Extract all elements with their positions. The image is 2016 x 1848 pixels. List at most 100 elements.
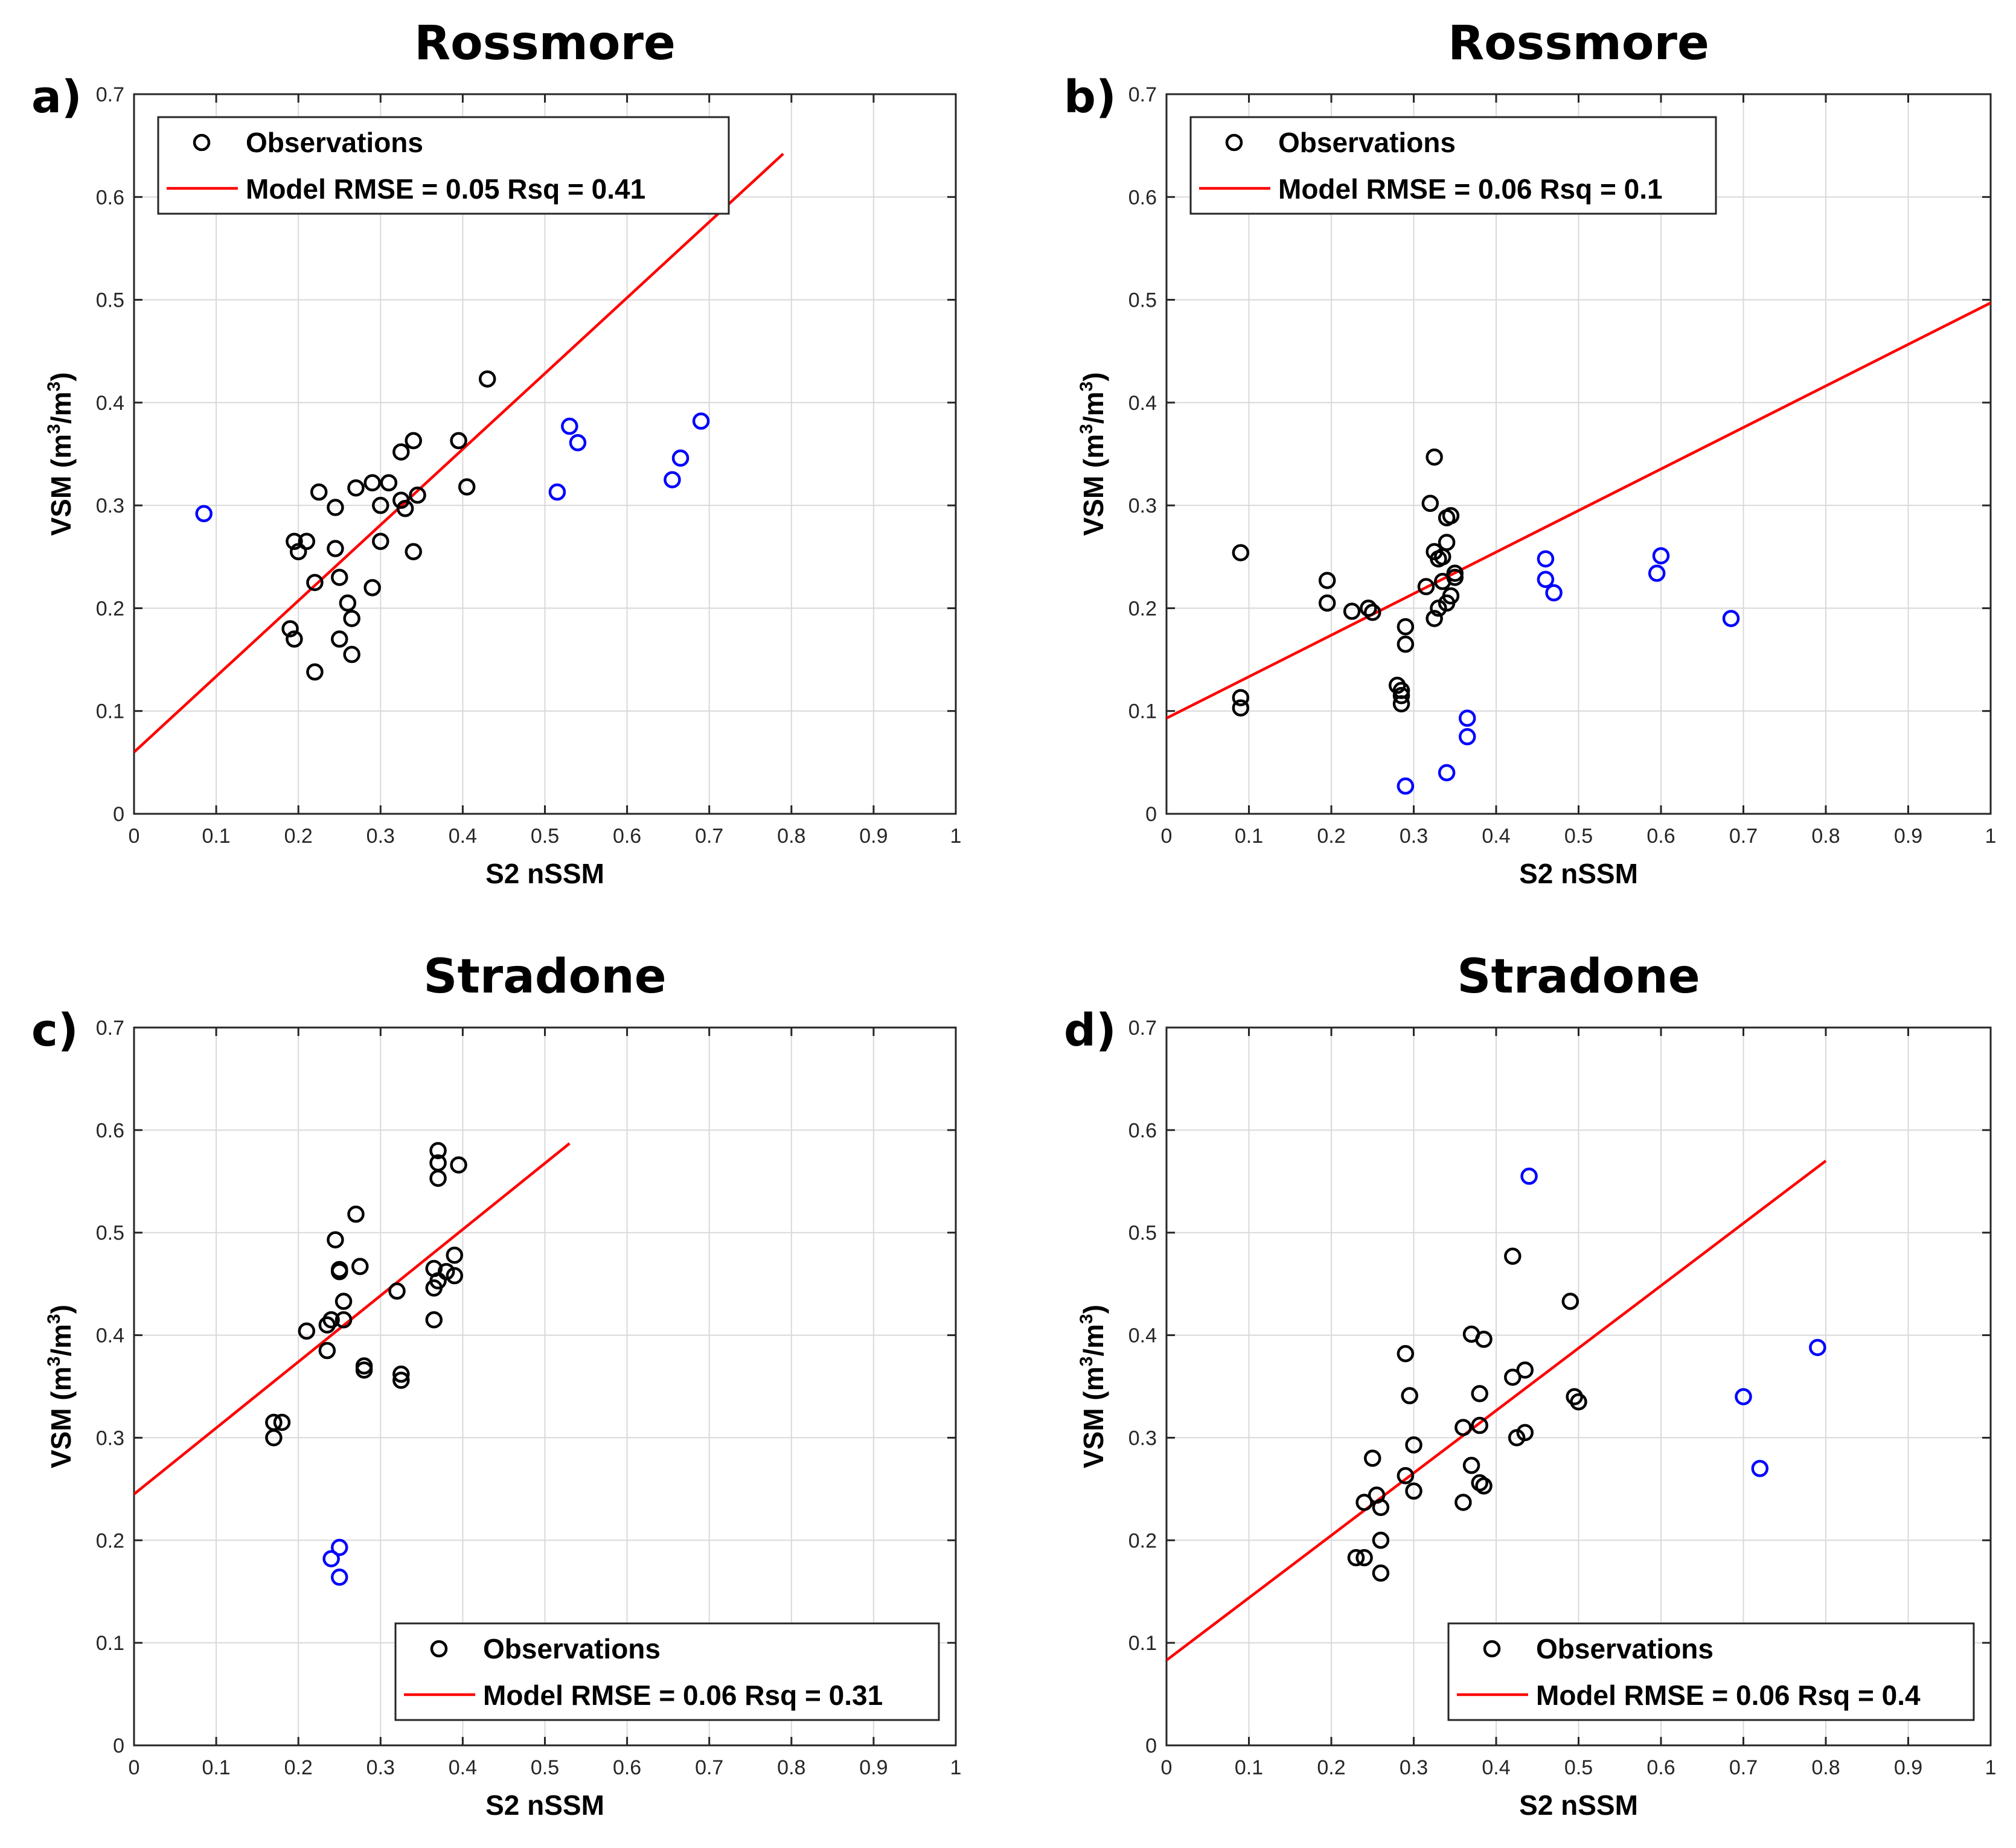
x-tick-label: 0.3 [366, 825, 395, 848]
observation-point [446, 1246, 464, 1264]
observation-point [347, 1205, 365, 1223]
outlier-point [322, 1550, 340, 1568]
panel-a: 0 0.1 0.2 0.3 0.4 0.5 0.6 0.7 0.8 0.9 1 0 0.1 0.2 0.3 0… [31, 16, 961, 889]
x-tick-label: 0 [1161, 1756, 1173, 1779]
observation-point [347, 479, 365, 497]
y-tick-label: 0 [1145, 1734, 1157, 1757]
y-axis-label-part: /m [1078, 391, 1109, 424]
observation-point [380, 474, 398, 491]
observation-point [1438, 534, 1456, 551]
y-tick-label: 0.6 [96, 186, 124, 209]
observation-point [363, 474, 381, 491]
panel-d: 0 0.1 0.2 0.3 0.4 0.5 0.6 0.7 0.8 0.9 1 0 0.1 0.2 0.3 0… [1064, 950, 1996, 1821]
panel-b: 0 0.1 0.2 0.3 0.4 0.5 0.6 0.7 0.8 0.9 1 0 0.1 0.2 0.3 0… [1064, 16, 1996, 889]
legend-observations-label: Observations [1278, 127, 1456, 158]
y-tick-label: 0.1 [96, 1632, 124, 1655]
legend-box [1189, 116, 1717, 215]
observation-point [392, 1372, 410, 1389]
outlier-point [331, 1568, 348, 1586]
ticks: 0 0.1 0.2 0.3 0.4 0.5 0.6 0.7 0.8 0.9 1 0 0.1 0.2 0.3 0… [1128, 1017, 1997, 1779]
data-layer [134, 1142, 571, 1586]
legend-box [1447, 1622, 1975, 1721]
data-layer [134, 153, 784, 753]
legend-model-label: Model RMSE = 0.06 Rsq = 0.31 [483, 1680, 883, 1711]
legend: Observations Model RMSE = 0.06 Rsq = 0.31 [394, 1622, 940, 1721]
observation-point [1405, 1482, 1422, 1500]
y-axis-label-superscript: 3 [44, 382, 64, 392]
legend-box [394, 1622, 940, 1721]
data-layer [1166, 301, 1991, 795]
outlier-point [1537, 571, 1555, 588]
x-tick-label: 0.9 [1894, 825, 1922, 848]
y-axis-label-superscript: 3 [1077, 424, 1096, 434]
y-tick-label: 0.7 [96, 83, 124, 106]
observation-point [1401, 1387, 1418, 1405]
x-tick-label: 0.1 [202, 825, 230, 848]
x-tick-label: 0.3 [1400, 825, 1428, 848]
x-tick-label: 0.3 [366, 1756, 395, 1779]
observation-point [334, 1311, 353, 1329]
y-tick-label: 0 [113, 1734, 124, 1757]
x-tick-label: 0.2 [1317, 825, 1345, 848]
legend: Observations Model RMSE = 0.06 Rsq = 0.1 [1189, 116, 1717, 215]
y-tick-label: 0.1 [96, 700, 124, 723]
observation-point [1372, 1498, 1390, 1517]
x-tick-label: 0.8 [1811, 1756, 1840, 1779]
observation-point [1347, 1549, 1365, 1567]
y-tick-label: 0.6 [1128, 186, 1157, 209]
observation-point [1355, 1549, 1373, 1567]
outlier-point [561, 417, 578, 435]
y-axis-label-part: ) [45, 1305, 77, 1314]
x-tick-label: 0.7 [1729, 825, 1758, 848]
outlier-point [1648, 564, 1666, 582]
observation-point [1454, 1494, 1472, 1511]
observation-point [372, 532, 389, 550]
outlier-point [1652, 547, 1670, 564]
x-tick-label: 0.2 [284, 1756, 313, 1779]
observation-point [355, 1361, 373, 1379]
observation-point [339, 594, 357, 612]
observation-point [1372, 1532, 1390, 1549]
legend-observation-marker [193, 133, 211, 152]
observation-point [306, 574, 324, 592]
observation-point [388, 1282, 406, 1300]
outlier-point [548, 483, 566, 501]
observation-point [450, 1156, 467, 1174]
observation-point [1454, 1419, 1472, 1436]
observation-point [1446, 564, 1464, 582]
x-tick-label: 0.1 [1235, 825, 1263, 848]
x-tick-label: 0.5 [1564, 1756, 1593, 1779]
observation-point [1504, 1247, 1522, 1265]
observation-point [1426, 448, 1443, 466]
observation-point [392, 443, 410, 461]
outlier-point [569, 434, 587, 452]
outlier-point [1722, 610, 1740, 627]
chart-title: Rossmore [414, 16, 676, 71]
x-tick-label: 0.9 [859, 1756, 888, 1779]
observation-point [1397, 1344, 1415, 1363]
x-tick-label: 0 [1161, 825, 1173, 848]
observation-point [298, 1322, 316, 1340]
y-tick-label: 0.1 [1128, 1632, 1157, 1655]
observation-point [327, 1231, 344, 1249]
observation-point [1426, 610, 1443, 627]
x-tick-label: 0.5 [531, 1756, 559, 1779]
observation-point [1360, 599, 1377, 617]
observation-point [322, 1311, 340, 1329]
observation-point [1397, 618, 1415, 636]
x-tick-label: 0.2 [284, 825, 313, 848]
x-axis-label: S2 nSSM [485, 1789, 604, 1821]
observation-point [1504, 1368, 1522, 1386]
panel-label: b) [1064, 71, 1116, 123]
observation-point [286, 532, 303, 550]
legend: Observations Model RMSE = 0.05 Rsq = 0.41 [157, 116, 730, 215]
y-tick-label: 0.5 [1128, 1222, 1157, 1245]
y-tick-label: 0.7 [1128, 83, 1157, 106]
observation-point [409, 486, 426, 504]
chart-title: Stradone [1457, 950, 1700, 1004]
y-axis-label-part: VSM (m [45, 1366, 77, 1468]
x-tick-label: 0.6 [1646, 825, 1675, 848]
observation-point [331, 630, 348, 648]
data-layer [1166, 1160, 1827, 1661]
